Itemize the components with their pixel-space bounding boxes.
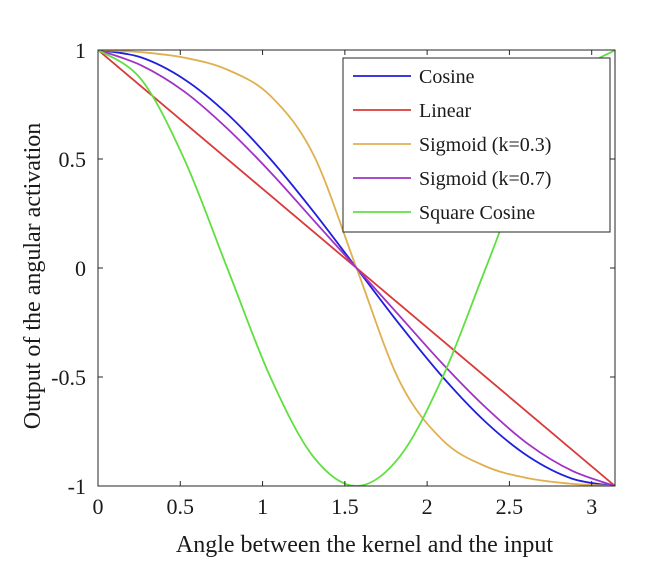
x-tick-label: 0 (93, 494, 104, 519)
x-tick-label: 0.5 (167, 494, 195, 519)
legend-label: Sigmoid (k=0.7) (419, 168, 551, 190)
legend: Cosine Linear Sigmoid (k=0.3) Sigmoid (k=0.… (342, 57, 611, 233)
legend-label: Square Cosine (419, 202, 535, 224)
x-tick-label: 2 (422, 494, 433, 519)
y-tick-label: 1 (75, 38, 86, 63)
y-tick-label: -0.5 (51, 365, 86, 390)
y-tick-label: 0 (75, 256, 86, 281)
y-tick-label: 0.5 (59, 147, 87, 172)
series-line-sigmoid-k-0-7 (98, 50, 615, 486)
y-tick-label: -1 (68, 474, 86, 499)
legend-label: Linear (419, 100, 472, 122)
x-tick-label: 3 (586, 494, 597, 519)
x-axis-title: Angle between the kernel and the input (176, 532, 554, 558)
series-layer (98, 50, 615, 486)
axes-layer: 0 0.5 1 1.5 2 2.5 3 1 0.5 0 -0.5 -1 (51, 38, 616, 519)
legend-label: Sigmoid (k=0.3) (419, 134, 551, 156)
x-tick-label: 1.5 (331, 494, 359, 519)
y-axis-title: Output of the angular activation (20, 123, 46, 430)
x-tick-label: 2.5 (496, 494, 524, 519)
legend-box (342, 57, 611, 233)
legend-label: Cosine (419, 66, 475, 88)
x-tick-label: 1 (257, 494, 268, 519)
